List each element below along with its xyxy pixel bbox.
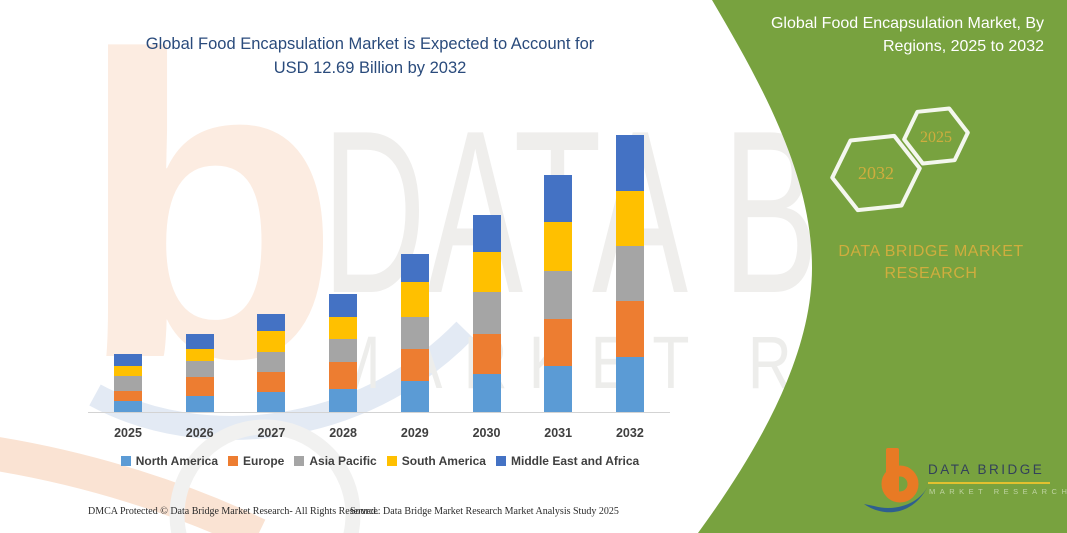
legend-label: Asia Pacific	[309, 454, 377, 468]
brand-text-line2: RESEARCH	[884, 265, 978, 282]
x-axis-label-2027: 2027	[257, 426, 286, 440]
legend-swatch-icon	[228, 456, 239, 466]
bar-2025-south-america	[114, 365, 142, 376]
bar-2027-asia-pacific	[257, 352, 286, 372]
legend-label: Middle East and Africa	[510, 454, 640, 468]
x-axis-label-2025: 2025	[114, 426, 142, 440]
chart-title: Global Food Encapsulation Market is Expe…	[70, 32, 670, 80]
legend-swatch-icon	[120, 456, 131, 466]
x-axis-label-2029: 2029	[400, 426, 429, 440]
logo-wordmark: DATA BRIDGE	[928, 462, 1045, 477]
bar-2030-north-america	[472, 374, 501, 413]
bar-2028-asia-pacific	[329, 339, 358, 362]
bar-2026-europe	[185, 376, 214, 396]
bar-2026-asia-pacific	[185, 360, 214, 377]
legend-swatch-icon	[386, 456, 397, 466]
bar-2031-middle-east-and-africa	[544, 174, 573, 222]
bar-2027-south-america	[257, 331, 286, 353]
bar-2028-middle-east-and-africa	[329, 294, 358, 318]
hexagon-2025	[902, 106, 970, 166]
bar-2030-asia-pacific	[472, 291, 501, 334]
bar-2031-europe	[544, 318, 573, 366]
bar-2032-europe	[615, 300, 644, 357]
logo-tagline: MARKET RESEARCH	[929, 487, 1067, 496]
bar-2032-north-america	[615, 356, 644, 413]
bar-2025-middle-east-and-africa	[114, 353, 142, 366]
x-axis-label-2028: 2028	[329, 426, 357, 440]
bar-2026-middle-east-and-africa	[185, 333, 214, 349]
bar-2027-middle-east-and-africa	[257, 314, 286, 332]
data-bridge-logo: DATA BRIDGE MARKET RESEARCH	[862, 446, 1067, 526]
side-panel-title-line1: Global Food Encapsulation Market, By	[770, 15, 1044, 32]
source-text: Source: Data Bridge Market Research Mark…	[350, 506, 619, 517]
x-axis-label-2026: 2026	[185, 426, 214, 440]
bar-2028-europe	[329, 362, 358, 389]
bar-2028-south-america	[329, 317, 358, 339]
bar-2030-south-america	[472, 251, 501, 292]
legend-item-north-america: North America	[120, 454, 219, 468]
legend-swatch-icon	[495, 456, 506, 466]
bar-2030-middle-east-and-africa	[472, 214, 501, 252]
data-bridge-logo-icon	[864, 448, 929, 513]
bar-2025-europe	[114, 390, 142, 401]
legend-item-europe: Europe	[228, 454, 284, 468]
legend-label: North America	[135, 454, 219, 468]
bar-2025-asia-pacific	[114, 376, 142, 391]
bar-2031-north-america	[544, 365, 573, 413]
bar-2029-middle-east-and-africa	[400, 254, 429, 282]
logo-gold-rule	[928, 482, 1050, 484]
bar-2028-north-america	[329, 388, 358, 413]
x-axis-label-2030: 2030	[472, 426, 501, 440]
logo-b-bowl	[881, 465, 919, 503]
bar-2029-south-america	[400, 282, 429, 318]
legend-label: Europe	[243, 454, 285, 468]
chart-title-line2: USD 12.69 Billion by 2032	[273, 59, 467, 77]
bar-2026-south-america	[185, 348, 214, 361]
brand-text-line1: DATA BRIDGE MARKET	[838, 243, 1024, 260]
legend-item-asia-pacific: Asia Pacific	[294, 454, 377, 468]
bar-2029-europe	[400, 349, 429, 381]
bar-2025-north-america	[114, 401, 142, 413]
brand-text: DATA BRIDGE MARKET RESEARCH	[821, 241, 1041, 285]
side-panel-background	[698, 0, 1067, 533]
x-axis-line	[88, 412, 670, 413]
bar-2027-europe	[257, 372, 286, 392]
side-panel-title: Global Food Encapsulation Market, By Reg…	[714, 12, 1044, 58]
x-axis-label-2031: 2031	[544, 426, 573, 440]
hexagon-2025-label: 2025	[920, 129, 952, 146]
side-panel-title-line2: Regions, 2025 to 2032	[882, 38, 1044, 55]
legend-item-south-america: South America	[386, 454, 486, 468]
bar-2026-north-america	[185, 395, 214, 413]
bar-2030-europe	[472, 333, 501, 374]
hexagon-2032-label: 2032	[858, 163, 894, 183]
x-axis-label-2032: 2032	[615, 426, 644, 440]
legend-swatch-icon	[294, 456, 305, 466]
legend-item-middle-east-and-africa: Middle East and Africa	[495, 454, 640, 468]
bar-2032-south-america	[615, 190, 644, 246]
bar-2029-north-america	[400, 381, 429, 413]
bar-2032-middle-east-and-africa	[615, 134, 644, 191]
bar-2031-asia-pacific	[544, 270, 573, 319]
copyright-text: DMCA Protected © Data Bridge Market Rese…	[88, 506, 379, 517]
bar-2029-asia-pacific	[400, 317, 429, 350]
legend: North America Europe Asia Pacific South Ame…	[60, 454, 700, 468]
bar-2031-south-america	[544, 221, 573, 271]
legend-label: South America	[401, 454, 486, 468]
hexagon-2032	[830, 133, 922, 213]
chart-title-line1: Global Food Encapsulation Market is Expe…	[145, 35, 595, 53]
bar-2027-north-america	[257, 392, 286, 413]
bar-2032-asia-pacific	[615, 245, 644, 301]
